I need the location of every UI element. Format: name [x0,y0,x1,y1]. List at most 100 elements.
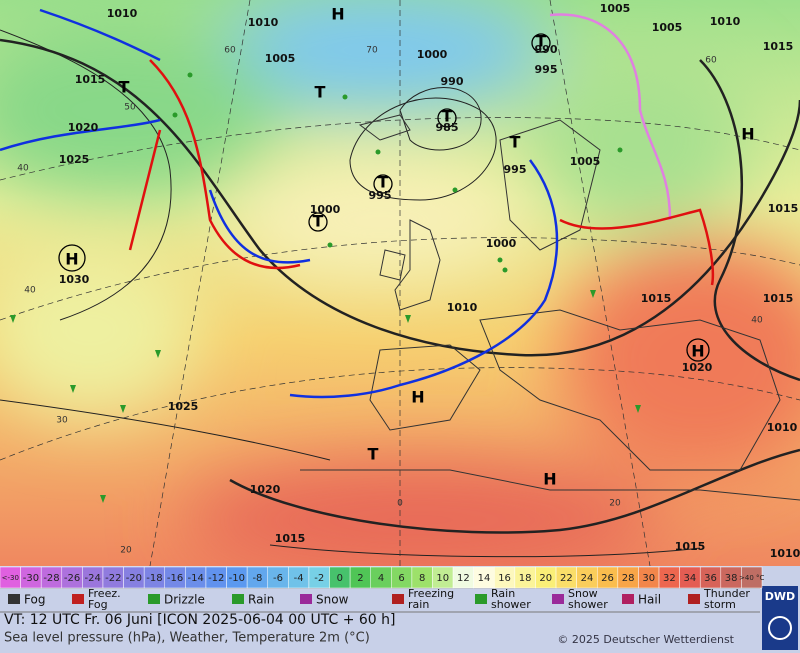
weather-icon [8,594,20,604]
pressure-label: 1015 [763,40,794,53]
pressure-label: 1015 [75,73,106,86]
latitude-label: 60 [705,56,717,66]
scale-label: -4 [294,573,304,584]
weather-label: Snow [316,593,349,607]
scale-label: 22 [560,573,573,584]
weather-label: Rain [248,593,274,607]
scale-label: -6 [273,573,283,584]
coastlines [300,114,800,501]
weather-label-line: shower [568,598,608,611]
scale-label: 36 [704,573,717,584]
pressure-label: 1010 [107,7,138,20]
scale-label: -14 [187,573,203,584]
pressure-center: T [378,173,389,192]
pressure-label: 1000 [310,203,341,216]
scale-label: -22 [105,573,121,584]
pressure-label: 1000 [417,48,448,61]
pressure-label: 1015 [763,292,794,305]
weather-label: Freez. Fog [88,587,121,611]
weather-symbols [10,72,641,503]
weather-label-line: Snow [568,587,598,600]
pressure-label: 1010 [767,421,798,434]
scale-label: -16 [167,573,183,584]
pressure-center: T [442,107,453,126]
pressure-label: 1005 [265,52,296,65]
pressure-center: T [536,32,547,51]
weather-label-line: Fog [88,598,108,611]
scale-label: >40 °C [739,574,764,582]
pressure-center: T [313,212,324,231]
pressure-label: 1010 [770,547,800,560]
weather-icon [622,594,634,604]
pressure-label: 1030 [59,273,90,286]
pressure-label: 1005 [600,2,631,15]
pressure-label: 1015 [675,540,706,553]
pressure-label: 990 [441,75,464,88]
scale-label: -28 [43,573,59,584]
weather-label: Rain shower [491,587,531,611]
pressure-label: 1020 [250,483,281,496]
dwd-logo-swirl [768,616,792,640]
weather-label-line: Rain [491,587,515,600]
pressure-center: H [331,5,344,24]
latitude-label: 40 [17,164,29,174]
pressure-label: 1020 [682,361,713,374]
weather-label-line: shower [491,598,531,611]
pressure-label: 1005 [652,21,683,34]
pressure-label: 1000 [486,237,517,250]
pressure-label: 990 [535,43,558,56]
pressure-label: 995 [369,189,392,202]
valid-time: VT: 12 UTC Fr. 06 Juni [ICON 2025-06-04 … [4,612,395,628]
pressure-center: H [691,342,704,361]
weather-label: Fog [24,593,45,607]
scale-label: 4 [378,573,384,584]
weather-label-line: Thunder [703,587,750,600]
pressure-center: H [65,250,78,269]
description: Sea level pressure (hPa), Weather, Tempe… [4,631,370,646]
latitude-label: 60 [224,46,236,56]
scale-label: 28 [622,573,635,584]
pressure-label: 995 [535,63,558,76]
weather-label: Drizzle [164,593,205,607]
weather-label: Freezing rain [408,587,454,611]
pressure-center: H [411,388,424,407]
latitude-label: 70 [366,46,378,56]
scale-label: 20 [539,573,552,584]
latitude-label: 0 [397,499,403,509]
pressure-center: T [510,133,521,152]
scale-label: 16 [498,573,511,584]
scale-label: 10 [436,573,449,584]
pressure-label: 1010 [710,15,741,28]
scale-label: -24 [85,573,101,584]
pressure-center: H [741,125,754,144]
copyright: © 2025 Deutscher Wetterdienst [557,633,734,646]
scale-label: <-30 [2,574,19,582]
scale-label: -8 [252,573,262,584]
low-circles [58,33,710,362]
pressure-center: T [119,78,130,97]
weather-label: Snow shower [568,587,608,611]
weather-label-line: rain [408,598,429,611]
scale-label: -18 [146,573,162,584]
pressure-label: 1015 [641,292,672,305]
pressure-label: 1020 [68,121,99,134]
scale-label: 38 [725,573,738,584]
weather-icon [552,594,564,604]
weather-icon [475,594,487,604]
weather-icon [688,594,700,604]
scale-label: 26 [601,573,614,584]
fronts [0,8,715,399]
latitude-label: 40 [24,286,36,296]
pressure-label: 985 [436,121,459,134]
weather-label-line: Freezing [408,587,454,600]
scale-swatch [741,566,763,589]
scale-label: -30 [23,573,39,584]
weather-icon [72,594,84,604]
scale-label: -20 [126,573,142,584]
logo-text: DWD [765,590,795,603]
pressure-label: 1010 [248,16,279,29]
scale-label: 18 [519,573,532,584]
pressure-center: H [543,470,556,489]
latitude-label: 50 [124,103,136,113]
pressure-label: 1025 [59,153,90,166]
